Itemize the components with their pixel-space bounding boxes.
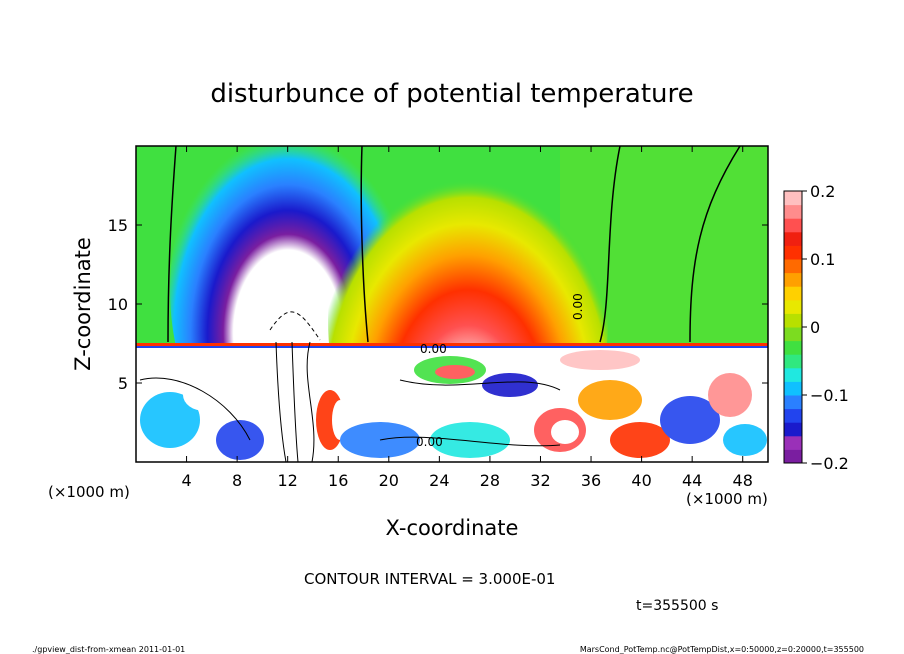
colorbar-tick-label: −0.2 — [810, 454, 849, 473]
x-tick-label: 16 — [328, 471, 348, 490]
y-tick-label: 5 — [118, 374, 128, 393]
x-tick-label: 48 — [733, 471, 753, 490]
y-unit-label: (×1000 m) — [48, 483, 130, 501]
colorbar-ticks: 0.2 0.1 0 −0.1 −0.2 — [802, 182, 849, 473]
contour-interval-text: CONTOUR INTERVAL = 3.000E-01 — [304, 570, 555, 588]
x-unit-label: (×1000 m) — [686, 490, 768, 508]
x-tick-label: 12 — [278, 471, 298, 490]
x-tick-label: 40 — [631, 471, 651, 490]
colorbar-swatch — [784, 354, 802, 369]
colorbar-swatch — [784, 327, 802, 342]
colorbar-tick-label: 0.1 — [810, 250, 835, 269]
x-tick-label: 20 — [379, 471, 399, 490]
x-tick-label: 8 — [232, 471, 242, 490]
colorbar-swatch — [784, 286, 802, 301]
heatmap-field: 0.00 0.00 0.00 — [136, 146, 768, 462]
lower-turbulence — [140, 350, 767, 460]
colorbar-swatch — [784, 245, 802, 260]
contour-label-2: 0.00 — [416, 435, 443, 449]
footer-right: MarsCond_PotTemp.nc@PotTempDist,x=0:5000… — [580, 645, 864, 654]
colorbar-swatch — [784, 367, 802, 382]
colorbar-swatch — [784, 299, 802, 314]
colorbar-swatch — [784, 408, 802, 423]
interface-band-lower — [136, 346, 768, 348]
colorbar-swatch — [784, 422, 802, 437]
x-tick-label: 32 — [530, 471, 550, 490]
time-label: t=355500 s — [636, 598, 718, 614]
contour-lines — [139, 146, 741, 462]
colorbar-swatch — [784, 218, 802, 233]
colorbar-swatch — [784, 259, 802, 274]
y-axis-label: Z-coordinate — [71, 237, 95, 371]
colorbar-tick-label: −0.1 — [810, 386, 849, 405]
y-tick-label: 10 — [108, 295, 128, 314]
colorbar-swatch — [784, 395, 802, 410]
colorbar-swatch — [784, 435, 802, 450]
footer-left: ./gpview_dist-from-xmean 2011-01-01 — [32, 645, 185, 654]
contour-label-1: 0.00 — [420, 342, 447, 356]
x-tick-label: 24 — [429, 471, 449, 490]
x-axis-label: X-coordinate — [386, 516, 519, 540]
colorbar-swatch — [784, 204, 802, 219]
colorbar-tick-label: 0.2 — [810, 182, 835, 201]
colorbar-swatch — [784, 272, 802, 287]
colorbar-swatch — [784, 449, 802, 464]
colorbar-swatch — [784, 191, 802, 206]
x-tick-label: 44 — [682, 471, 702, 490]
y-tick-label: 15 — [108, 216, 128, 235]
colorbar-swatch — [784, 340, 802, 355]
colorbar-swatch — [784, 381, 802, 396]
colorbar-tick-label: 0 — [810, 318, 820, 337]
y-axis-ticks: 5 10 15 — [108, 216, 768, 393]
x-tick-label: 28 — [480, 471, 500, 490]
colorbar-swatch — [784, 313, 802, 328]
interface-band — [136, 343, 768, 346]
chart-title: disturbunce of potential temperature — [210, 79, 693, 109]
x-tick-label: 4 — [181, 471, 191, 490]
colorbar — [784, 191, 802, 464]
x-tick-label: 36 — [581, 471, 601, 490]
contour-label-3: 0.00 — [571, 293, 585, 320]
x-axis-ticks: 4 8 12 16 20 24 28 32 36 40 44 48 — [181, 146, 753, 490]
colorbar-swatch — [784, 231, 802, 246]
